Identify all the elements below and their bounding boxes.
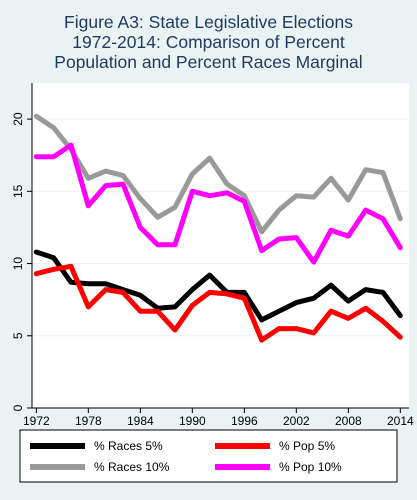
x-tick-label: 2002 <box>283 414 310 428</box>
y-tick-label: 15 <box>11 184 25 198</box>
x-tick-label: 1984 <box>127 414 154 428</box>
series-line-4 <box>33 142 403 265</box>
x-tick-label: 2008 <box>335 414 362 428</box>
y-tick-label: 10 <box>11 257 25 271</box>
x-tick-label: 2014 <box>387 414 414 428</box>
y-tick-label: 20 <box>11 112 25 126</box>
legend-box <box>19 429 398 483</box>
series-line-1 <box>33 249 403 323</box>
chart-title-line-1: Figure A3: State Legislative Elections <box>64 12 353 32</box>
series-line-3 <box>33 113 403 235</box>
x-tick-label: 1978 <box>75 414 102 428</box>
legend-label: % Races 5% <box>94 439 163 453</box>
plot-area <box>32 83 409 408</box>
y-tick-label: 0 <box>11 404 25 411</box>
series-line-2 <box>33 263 403 343</box>
x-tick-label: 1990 <box>179 414 206 428</box>
chart-title-line-2: 1972-2014: Comparison of Percent <box>72 32 345 52</box>
x-tick-label: 1972 <box>23 414 50 428</box>
chart-title-line-3: Population and Percent Races Marginal <box>54 52 363 72</box>
x-tick-label: 1996 <box>231 414 258 428</box>
legend-label: % Pop 5% <box>279 439 335 453</box>
y-tick-label: 5 <box>11 332 25 339</box>
legend-label: % Races 10% <box>94 460 170 474</box>
legend-label: % Pop 10% <box>279 460 342 474</box>
chart-title: Figure A3: State Legislative Elections 1… <box>0 12 417 72</box>
